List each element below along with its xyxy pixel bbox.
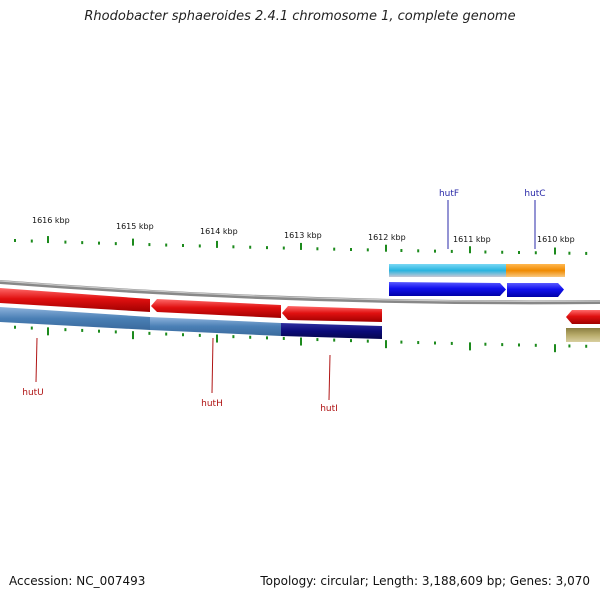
scale-tick-labels: 1616 kbp 1615 kbp 1614 kbp 1613 kbp 1612 kbp… <box>32 216 575 244</box>
gene-label-leader <box>211 337 214 394</box>
map-title: Rhodobacter sphaeroides 2.4.1 chromosome… <box>84 9 516 24</box>
feature-hutU[interactable] <box>0 307 150 330</box>
genome-backbone-highlight <box>0 280 600 302</box>
gene-label-leader <box>35 337 38 383</box>
genome-backbone <box>0 280 600 305</box>
cds-hutF[interactable] <box>389 282 506 296</box>
feature-hutF[interactable] <box>389 264 506 277</box>
gene-label-hutF[interactable]: hutF <box>439 189 459 199</box>
cds-hutI[interactable] <box>282 306 382 322</box>
gene-label-hutC[interactable]: hutC <box>524 189 545 199</box>
scale-tick-label: 1611 kbp <box>453 235 491 244</box>
cds-hutC[interactable] <box>507 283 564 297</box>
feature-unlabeled[interactable] <box>566 328 600 342</box>
cds-hutH[interactable] <box>151 299 281 318</box>
feature-hutC[interactable] <box>506 264 565 277</box>
scale-ticks-top <box>14 236 588 255</box>
feature-hutI[interactable] <box>281 323 382 339</box>
scale-tick-label: 1613 kbp <box>284 231 322 240</box>
feature-hutH[interactable] <box>150 317 281 336</box>
gene-label-hutU[interactable]: hutU <box>22 388 44 398</box>
scale-tick-label: 1614 kbp <box>200 227 238 236</box>
cds-right-edge[interactable] <box>566 310 600 324</box>
gene-label-hutH[interactable]: hutH <box>201 399 223 409</box>
scale-ticks-bottom <box>14 325 588 353</box>
gene-labels: hutF hutC hutU hutH hutI <box>22 189 545 414</box>
scale-tick-label: 1615 kbp <box>116 222 154 231</box>
scale-tick-label: 1616 kbp <box>32 216 70 225</box>
cds-hutU[interactable] <box>0 288 150 312</box>
gene-label-hutI[interactable]: hutI <box>320 404 338 414</box>
accession-text: Accession: NC_007493 <box>9 574 146 588</box>
gene-label-leader <box>328 354 331 401</box>
scale-tick-label: 1612 kbp <box>368 233 406 242</box>
scale-tick-label: 1610 kbp <box>537 235 575 244</box>
genome-summary-text: Topology: circular; Length: 3,188,609 bp… <box>260 574 590 588</box>
